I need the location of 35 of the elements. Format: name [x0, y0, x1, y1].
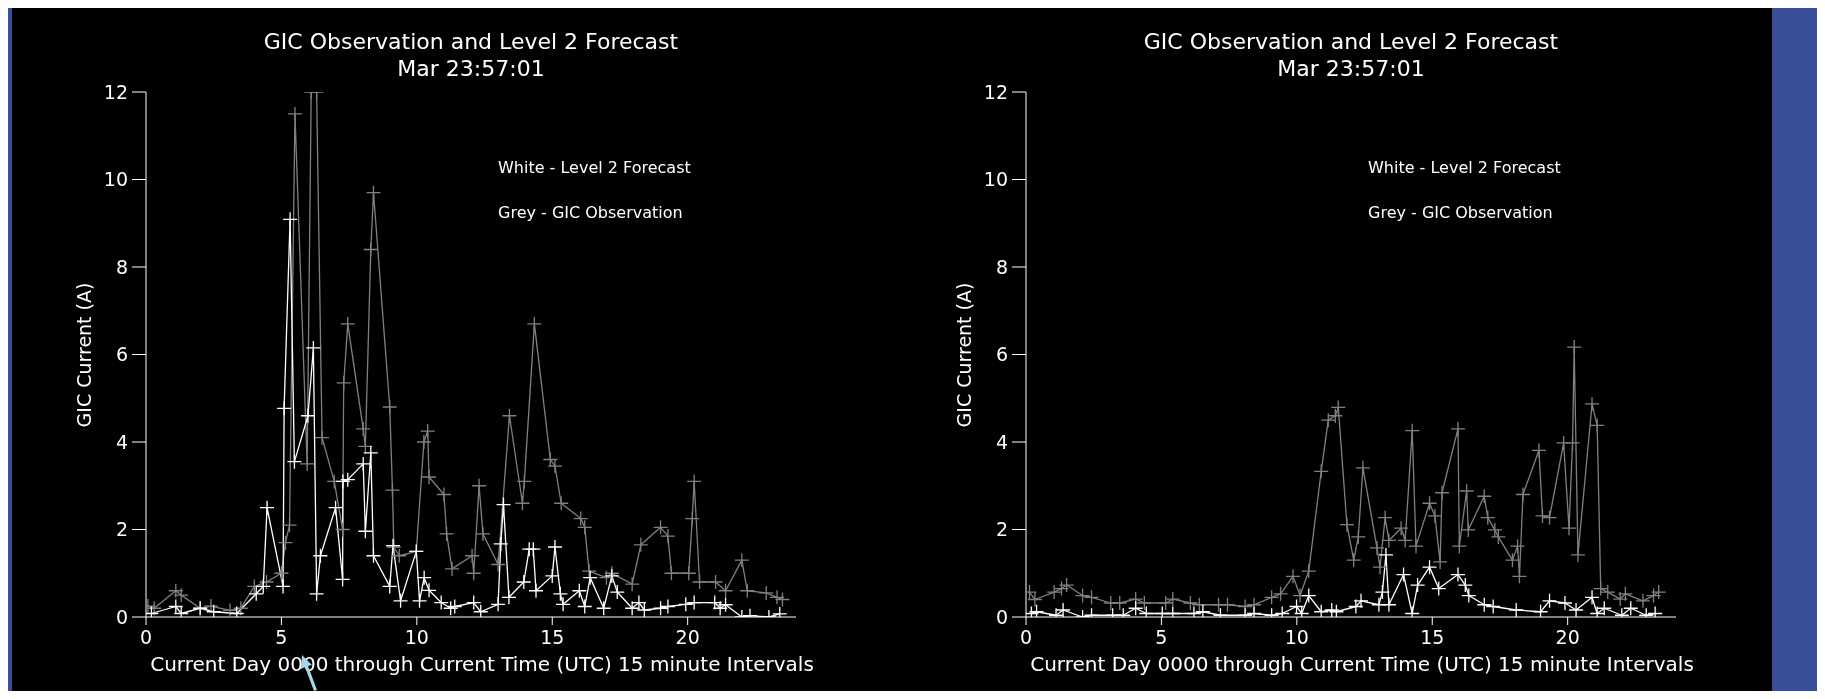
x-tick-label: 15: [1420, 626, 1445, 649]
y-tick-label: 4: [115, 430, 128, 453]
x-tick-label: 5: [1155, 626, 1168, 649]
y-tick-label: 6: [115, 343, 128, 366]
x-tick-label: 15: [540, 626, 565, 649]
y-tick-label: 10: [983, 168, 1008, 191]
y-tick-label: 0: [995, 605, 1008, 628]
y-tick-label: 12: [983, 80, 1008, 103]
x-tick-label: 20: [675, 626, 700, 649]
chart-subtitle: Mar 23:57:01: [396, 55, 546, 82]
chart-title: GIC Observation and Level 2 Forecast: [1142, 28, 1560, 55]
y-tick-label: 2: [115, 518, 128, 541]
y-axis-title: GIC Current (A): [953, 282, 975, 427]
y-axis-title: GIC Current (A): [73, 282, 95, 427]
y-tick-label: 6: [995, 343, 1008, 366]
y-tick-label: 12: [103, 80, 128, 103]
x-tick-label: 0: [1019, 626, 1033, 649]
y-tick-label: 0: [115, 605, 128, 628]
x-tick-label: 0: [139, 626, 153, 649]
y-tick-label: 10: [103, 168, 128, 191]
annotation: Grey - GIC Observation: [1368, 203, 1553, 222]
annotation: White - Level 2 Forecast: [498, 158, 691, 177]
y-tick-label: 8: [995, 255, 1008, 278]
chart-subtitle: Mar 23:57:01: [1276, 55, 1426, 82]
chart-title: GIC Observation and Level 2 Forecast: [262, 28, 680, 55]
x-axis-title: Current Day 0000 through Current Time (UTC) 15 minute Intervals: [1029, 652, 1695, 676]
x-tick-label: 5: [275, 626, 288, 649]
annotation: White - Level 2 Forecast: [1368, 158, 1561, 177]
x-tick-label: 20: [1555, 626, 1580, 649]
y-tick-label: 4: [995, 430, 1008, 453]
x-tick-label: 10: [1284, 626, 1309, 649]
x-tick-label: 10: [404, 626, 429, 649]
annotation: Grey - GIC Observation: [498, 203, 683, 222]
y-tick-label: 8: [115, 255, 128, 278]
y-tick-label: 2: [995, 518, 1008, 541]
